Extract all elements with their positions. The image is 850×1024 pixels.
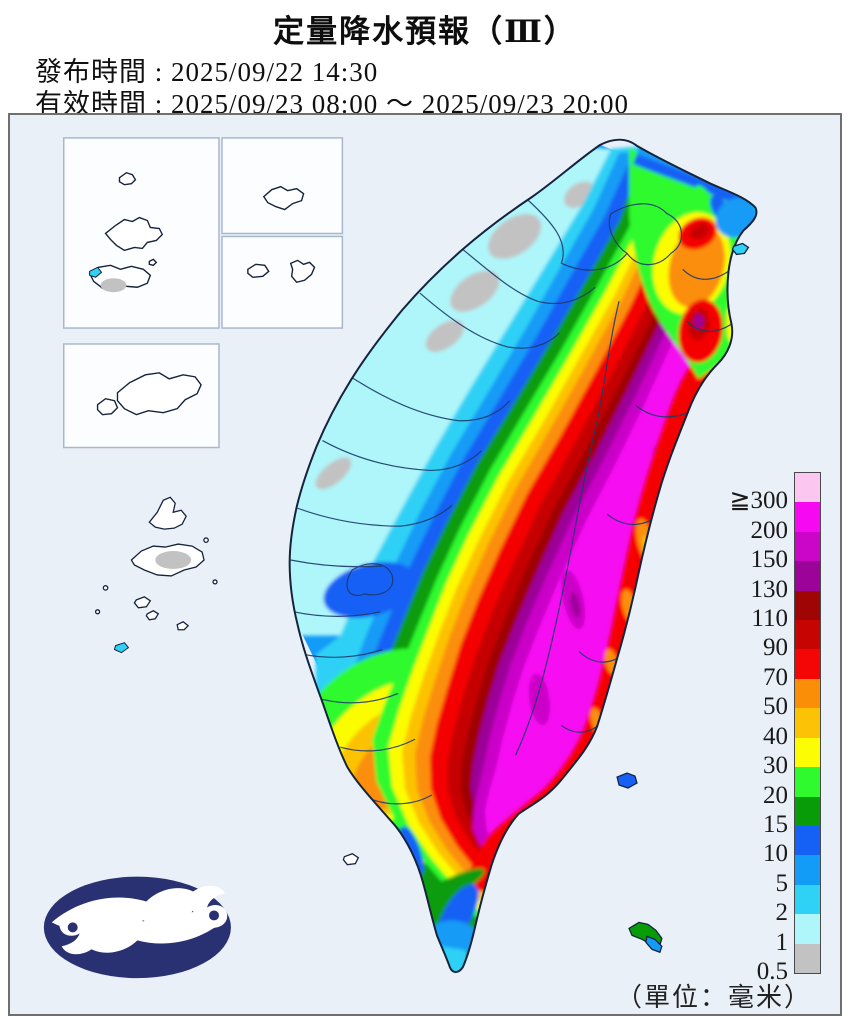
inset-box-dongyin <box>221 137 344 235</box>
legend-label: 15 <box>763 810 788 838</box>
legend-label: 10 <box>763 840 788 868</box>
legend-swatch <box>795 796 820 827</box>
map-frame: ≧300 200 150 130 110 90 70 50 40 30 20 15 10 5 2 1 0.5 （… <box>8 113 842 1016</box>
legend-swatch <box>795 531 820 563</box>
taiwan-coastline <box>288 138 758 974</box>
unit-label: （單位：毫米） <box>615 983 812 1012</box>
legend-label: 70 <box>763 663 788 691</box>
legend-label: 110 <box>751 605 788 633</box>
legend-label: 90 <box>763 634 788 662</box>
legend-swatch <box>795 473 820 504</box>
legend-label: 130 <box>750 575 789 603</box>
offshore-islets <box>342 242 750 954</box>
logo-swirl-dot-lower <box>67 922 78 933</box>
issue-time-value: 2025/09/22 14:30 <box>171 57 379 87</box>
rainfall-legend: ≧300 200 150 130 110 90 70 50 40 30 20 15 10 5 2 1 0.5 <box>730 472 836 985</box>
legend-label: 200 <box>750 516 789 544</box>
guishan-island <box>731 242 750 256</box>
legend-swatch <box>795 708 820 739</box>
issue-time-label: 發布時間 : <box>35 57 164 87</box>
legend-swatch <box>795 767 820 798</box>
page-title: 定量降水預報（Ⅲ） <box>273 14 577 49</box>
legend-label: 50 <box>763 693 788 721</box>
legend-swatch <box>795 678 820 710</box>
legend-label: ≧300 <box>729 487 788 515</box>
issue-time-line: 發布時間 : 2025/09/22 14:30 <box>35 50 378 89</box>
legend-label: 150 <box>750 546 789 574</box>
legend-swatch <box>795 825 820 857</box>
legend-label: 5 <box>775 869 789 897</box>
legend-swatch <box>795 561 820 592</box>
legend-swatch <box>795 884 820 916</box>
legend-label: 2 <box>775 899 789 927</box>
legend-swatch <box>795 620 820 651</box>
penghu-rain-cyan <box>113 642 130 654</box>
legend-label: 20 <box>763 781 788 809</box>
inset-box-wuqiu <box>221 235 344 329</box>
legend-label: 0.5 <box>756 958 788 985</box>
liuqiu-island <box>342 852 360 866</box>
legend-swatch <box>795 649 820 680</box>
matsu-rain-gray <box>100 278 127 293</box>
legend-swatch <box>795 502 820 533</box>
cwa-logo <box>43 876 231 979</box>
county-boundaries <box>290 199 732 805</box>
legend-swatch <box>795 914 820 945</box>
legend-label: 30 <box>763 752 788 780</box>
legend-swatch <box>795 943 820 974</box>
green-island <box>616 772 638 789</box>
legend-swatch <box>795 590 820 622</box>
legend-swatch <box>795 737 820 769</box>
inset-islands <box>88 171 316 416</box>
legend-label: 1 <box>775 928 789 956</box>
orchid-island-east <box>645 935 663 954</box>
inset-boxes <box>62 137 344 449</box>
legend-swatch <box>795 855 820 886</box>
matsu-rain-cyan <box>89 266 103 278</box>
legend-label: 40 <box>763 722 788 750</box>
logo-swirl-dot-upper <box>209 910 219 921</box>
rainfall-map <box>43 137 758 979</box>
legend-color-bar <box>794 472 821 974</box>
penghu-rain-gray <box>155 551 192 569</box>
